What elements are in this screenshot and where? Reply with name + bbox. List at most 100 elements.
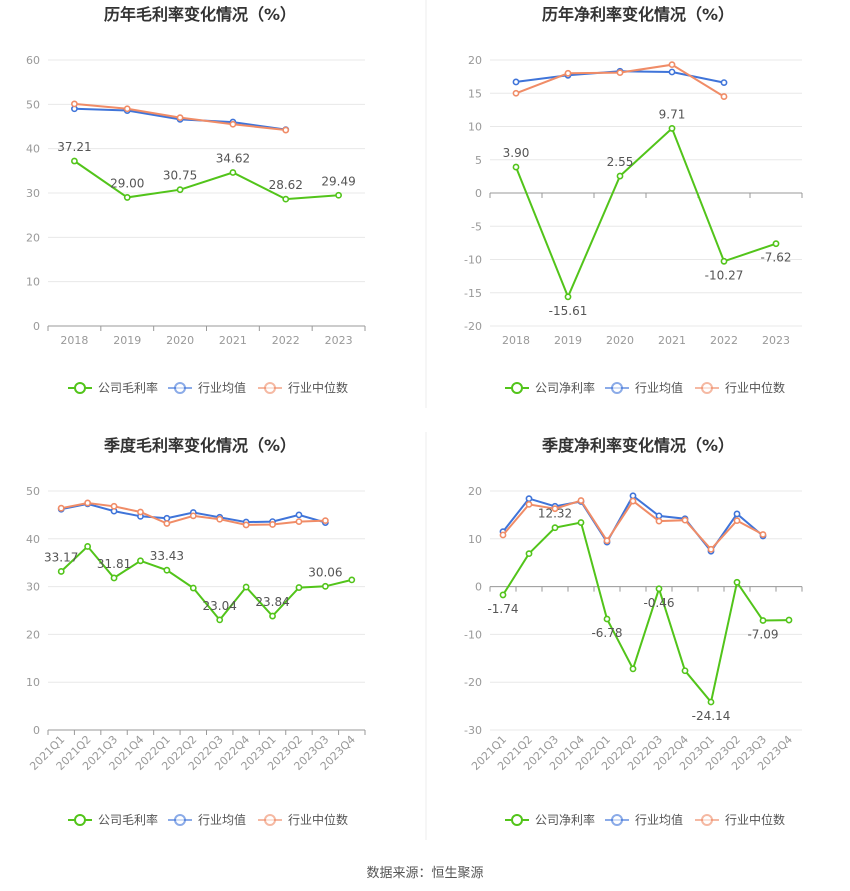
series-line-company: [60, 544, 353, 622]
data-point-company: [733, 578, 741, 586]
data-point-industry_median: [681, 516, 689, 524]
legend-item-industry_median[interactable]: 行业中位数: [695, 812, 785, 827]
data-label: 23.04: [203, 599, 237, 613]
data-point-industry_median: [137, 508, 144, 516]
legend-item-company[interactable]: 公司毛利率: [68, 812, 158, 827]
legend-swatch-marker: [511, 814, 523, 826]
legend-item-industry_median[interactable]: 行业中位数: [258, 380, 348, 395]
y-tick-label: 10: [468, 121, 482, 134]
data-point-industry_median: [577, 497, 585, 504]
data-point-company: [772, 240, 780, 248]
y-tick-label: 10: [26, 276, 40, 289]
data-point-industry_median: [551, 505, 559, 513]
y-tick-label: 10: [468, 533, 482, 546]
y-tick-label: 20: [26, 628, 40, 641]
data-label: 37.21: [57, 140, 91, 154]
y-tick-label: 0: [33, 320, 40, 333]
y-tick-label: -15: [464, 287, 482, 300]
legend-item-industry_median[interactable]: 行业中位数: [258, 812, 348, 827]
data-label: -15.61: [549, 304, 588, 318]
data-point-company: [785, 616, 793, 624]
legend-label: 公司毛利率: [98, 380, 158, 395]
data-point-company: [163, 566, 171, 574]
data-label: 9.71: [659, 107, 686, 121]
data-point-company: [295, 584, 303, 591]
data-point-industry_median: [707, 545, 715, 553]
data-point-company: [242, 583, 250, 591]
data-point-industry_median: [564, 69, 572, 77]
data-point-company: [282, 195, 290, 203]
x-tick-label: 2021: [219, 334, 247, 347]
data-point-industry_median: [668, 61, 676, 69]
data-label: 29.00: [110, 176, 144, 190]
legend-item-industry_avg[interactable]: 行业均值: [168, 380, 246, 395]
data-point-company: [655, 585, 663, 593]
data-point-company: [668, 125, 676, 132]
data-point-company: [681, 667, 689, 675]
y-tick-label: 0: [475, 187, 482, 200]
chart-annual-net: 历年净利率变化情况（%） -20 -15 -10 -5 0 5 10 15 20 2018 2019 2…: [464, 5, 803, 395]
y-tick-label: 30: [26, 581, 40, 594]
y-tick-label: 40: [26, 143, 40, 156]
data-point-company: [137, 557, 144, 565]
data-label: 12.32: [538, 507, 572, 521]
legend-item-company[interactable]: 公司净利率: [505, 812, 595, 827]
data-point-company: [564, 293, 572, 301]
data-point-industry_median: [512, 89, 520, 97]
data-source-name: 恒生聚源: [431, 866, 484, 881]
legend-swatch-marker: [611, 382, 623, 394]
y-tick-label: 50: [26, 485, 40, 498]
legend-swatch-marker: [701, 382, 713, 394]
data-point-company: [707, 698, 715, 706]
data-point-industry_avg: [733, 510, 741, 518]
legend-swatch-marker: [174, 814, 186, 826]
data-point-industry_avg: [163, 514, 171, 522]
data-point-industry_median: [216, 515, 224, 523]
chart-annual-gross: 历年毛利率变化情况（%） 0 10 20 30 40 50 60 2018 2019 2020 202…: [26, 5, 366, 395]
chart-title: 历年净利率变化情况（%）: [542, 5, 734, 24]
data-point-company: [603, 615, 611, 623]
legend-item-industry_avg[interactable]: 行业均值: [605, 812, 683, 827]
x-tick-label: 2018: [60, 334, 88, 347]
data-point-industry_median: [71, 100, 78, 108]
data-point-industry_median: [321, 517, 329, 525]
legend-item-company[interactable]: 公司毛利率: [68, 380, 158, 395]
chart-title: 季度毛利率变化情况（%）: [103, 436, 296, 455]
data-point-company: [335, 191, 342, 199]
y-tick-label: -5: [471, 220, 482, 233]
legend-label: 公司净利率: [535, 812, 595, 827]
x-tick-label: 2022: [272, 334, 300, 347]
x-tick-label: 2019: [113, 334, 141, 347]
data-point-industry_avg: [720, 79, 728, 87]
data-point-company: [525, 550, 533, 558]
data-point-industry_median: [57, 504, 65, 512]
x-tick-label: 2020: [166, 334, 194, 347]
legend-label: 行业中位数: [288, 380, 348, 395]
data-point-company: [616, 172, 624, 180]
y-tick-label: 60: [26, 54, 40, 67]
data-point-company: [176, 186, 184, 194]
data-point-industry_median: [525, 500, 533, 508]
y-tick-label: -30: [464, 724, 482, 737]
y-tick-label: 0: [475, 581, 482, 594]
legend-item-company[interactable]: 公司净利率: [505, 380, 595, 395]
y-tick-label: -10: [464, 254, 482, 267]
data-source-note: 数据来源：恒生聚源: [0, 862, 850, 881]
data-point-company: [71, 157, 78, 165]
data-point-company: [512, 163, 520, 171]
data-label: 31.81: [97, 557, 131, 571]
data-point-industry_avg: [668, 68, 676, 76]
legend-item-industry_avg[interactable]: 行业均值: [168, 812, 246, 827]
data-point-industry_avg: [512, 78, 520, 86]
legend-label: 行业中位数: [725, 812, 785, 827]
legend-item-industry_median[interactable]: 行业中位数: [695, 380, 785, 395]
legend-item-industry_avg[interactable]: 行业均值: [605, 380, 683, 395]
y-tick-label: 5: [475, 154, 482, 167]
x-tick-label: 2023: [325, 334, 353, 347]
legend-swatch-marker: [264, 814, 276, 826]
series-line-company: [515, 126, 777, 300]
legend-swatch-marker: [611, 814, 623, 826]
series-line-company: [502, 521, 790, 705]
legend-swatch-marker: [701, 814, 713, 826]
data-label: -0.46: [643, 596, 674, 610]
